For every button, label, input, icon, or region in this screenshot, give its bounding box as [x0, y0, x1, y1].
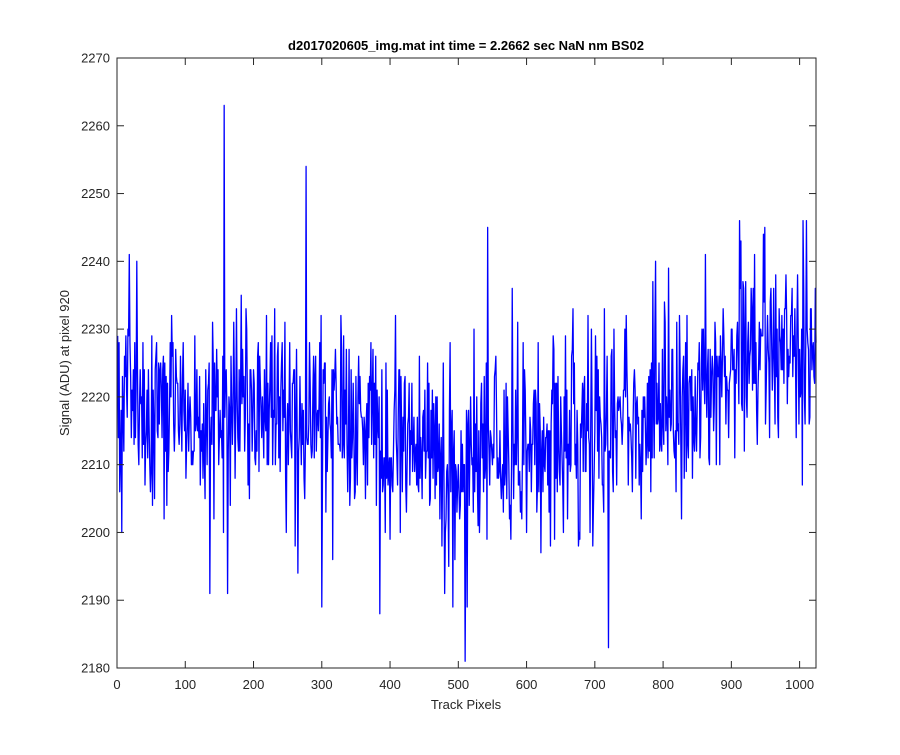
- y-tick-label: 2180: [81, 661, 110, 676]
- signal-series-line: [117, 104, 817, 662]
- x-tick-label: 800: [652, 677, 674, 692]
- y-tick-label: 2250: [81, 186, 110, 201]
- x-tick-label: 400: [379, 677, 401, 692]
- axes-layer: 0 100 200 300 400 500 600 700 800 900 1000 2180 2190…: [81, 51, 817, 692]
- x-tick-label: 100: [174, 677, 196, 692]
- y-tick-label: 2210: [81, 457, 110, 472]
- y-axis-label: Signal (ADU) at pixel 920: [57, 290, 72, 436]
- series-layer: [117, 104, 817, 662]
- y-tick-label: 2220: [81, 389, 110, 404]
- x-tick-label: 0: [113, 677, 120, 692]
- y-tick-label: 2200: [81, 525, 110, 540]
- y-tick-label: 2230: [81, 322, 110, 337]
- chart-title: d2017020605_img.mat int time = 2.2662 se…: [288, 38, 644, 53]
- y-tick-label: 2260: [81, 118, 110, 133]
- y-tick-label: 2190: [81, 593, 110, 608]
- y-tick-label: 2240: [81, 254, 110, 269]
- x-tick-label: 200: [243, 677, 265, 692]
- y-tick-label: 2270: [81, 51, 110, 66]
- axes-box: [116, 57, 817, 669]
- x-axis-label: Track Pixels: [431, 697, 502, 712]
- x-tick-label: 900: [721, 677, 743, 692]
- x-tick-label: 1000: [785, 677, 814, 692]
- x-tick-label: 500: [447, 677, 469, 692]
- x-tick-label: 300: [311, 677, 333, 692]
- x-tick-label: 600: [516, 677, 538, 692]
- x-tick-label: 700: [584, 677, 606, 692]
